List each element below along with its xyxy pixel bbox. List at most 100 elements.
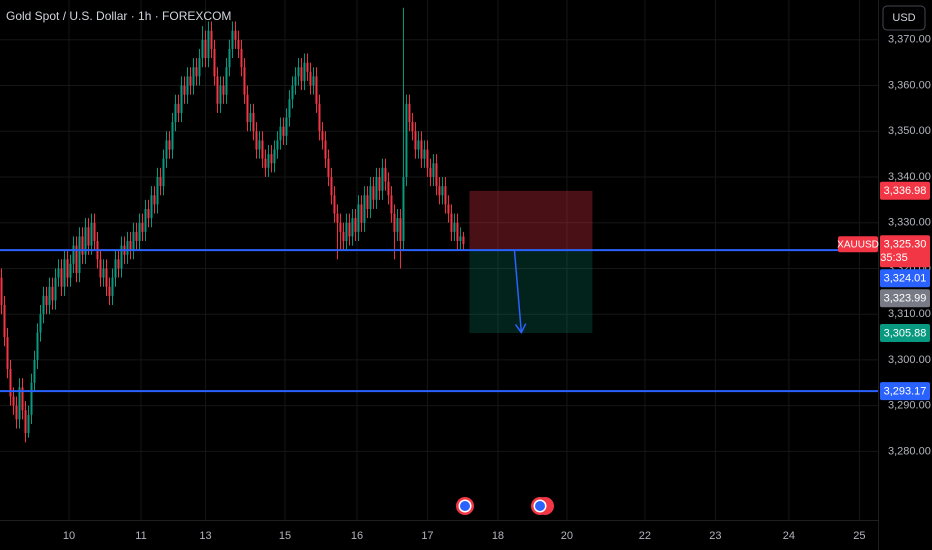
candle-body [108, 286, 111, 296]
price-label: 3,293.17 [884, 386, 927, 398]
candle-body [51, 286, 54, 301]
candle-body [159, 176, 162, 187]
candle-body [279, 126, 282, 141]
candle-body [267, 154, 270, 168]
candle-body [162, 158, 165, 187]
candle-body [114, 259, 117, 278]
candle-body [78, 236, 81, 274]
candle-body [102, 268, 105, 278]
candle-body [93, 222, 96, 242]
candle-body [372, 186, 375, 200]
candle-body [9, 369, 12, 397]
price-label: 3,325.30 [884, 239, 927, 251]
candle-body [30, 382, 33, 415]
currency-button[interactable] [882, 5, 926, 31]
candle-body [420, 140, 423, 159]
candle-body [192, 67, 195, 86]
candle-body [390, 195, 393, 214]
stop-zone [469, 190, 593, 251]
event-icon[interactable] [456, 497, 474, 515]
candle-body [90, 222, 93, 246]
candle-body [198, 58, 201, 77]
symbol-tag [838, 236, 878, 253]
price-label: 3,305.88 [884, 327, 927, 339]
candle-body [351, 218, 354, 237]
candle-body [321, 131, 324, 141]
candle-body [261, 140, 264, 159]
candle-body [15, 405, 18, 420]
candle-body [183, 85, 186, 95]
candle-body [69, 263, 72, 278]
candle-body [0, 277, 3, 306]
candle-body [24, 410, 27, 434]
candle-body [219, 85, 222, 104]
candle-body [222, 85, 225, 95]
x-tick-label: 25 [853, 530, 865, 542]
price-label: 3,336.98 [884, 185, 927, 197]
candle-body [384, 167, 387, 182]
candle-body [204, 39, 207, 59]
candle-body [228, 48, 231, 68]
x-tick-label: 17 [421, 530, 433, 542]
candle-body [324, 140, 327, 159]
candle-body [177, 103, 180, 113]
x-tick-label: 22 [639, 530, 651, 542]
candle-body [189, 76, 192, 86]
candle-body [360, 204, 363, 223]
candle-body [39, 314, 42, 333]
arrow [513, 250, 523, 333]
candle-body [117, 259, 120, 269]
y-tick-label: 3,300.00 [888, 354, 931, 366]
candle-body [135, 231, 138, 242]
candle-body [174, 103, 177, 123]
candle-body [180, 85, 183, 113]
candle-body [3, 305, 6, 338]
candle-body [240, 48, 243, 68]
candle-body [387, 181, 390, 196]
candle-body [243, 67, 246, 95]
candle-body [63, 259, 66, 287]
candle-body [447, 204, 450, 214]
candle-body [294, 76, 297, 86]
event-icon[interactable] [531, 497, 554, 515]
candle-body [201, 39, 204, 59]
candle-body [411, 122, 414, 132]
candle-body [333, 195, 336, 214]
candle-body [141, 222, 144, 232]
candle-body [342, 231, 345, 242]
candle-body [426, 149, 429, 168]
arrow-head [514, 323, 527, 334]
price-label-box [880, 181, 930, 200]
candle-body [276, 140, 279, 150]
candle-body [444, 186, 447, 205]
price-label-box [880, 289, 930, 308]
candle-body [399, 218, 402, 242]
x-tick-label: 15 [279, 530, 291, 542]
candle-body [450, 213, 453, 232]
candle-body [264, 158, 267, 168]
candle-body [402, 176, 405, 242]
candle-body [156, 176, 159, 205]
candle-body [456, 222, 459, 242]
candle-body [231, 30, 234, 49]
candle-body [348, 222, 351, 237]
candle-body [234, 30, 237, 40]
candle-body [462, 236, 465, 245]
candle-body [54, 277, 57, 301]
x-tick-label: 13 [199, 530, 211, 542]
candle-body [144, 209, 147, 232]
candle-body [318, 103, 321, 132]
candle-body [408, 103, 411, 123]
x-tick-label: 10 [63, 530, 75, 542]
y-tick-label: 3,330.00 [888, 217, 931, 229]
candle-body [225, 67, 228, 95]
candle-body [168, 140, 171, 150]
y-tick-label: 3,350.00 [888, 125, 931, 137]
candle-body [345, 222, 348, 242]
candle-body [186, 76, 189, 95]
candle-body [432, 163, 435, 177]
candle-body [237, 39, 240, 49]
currency-label[interactable]: USD [892, 12, 915, 24]
price-label-box [880, 269, 930, 288]
